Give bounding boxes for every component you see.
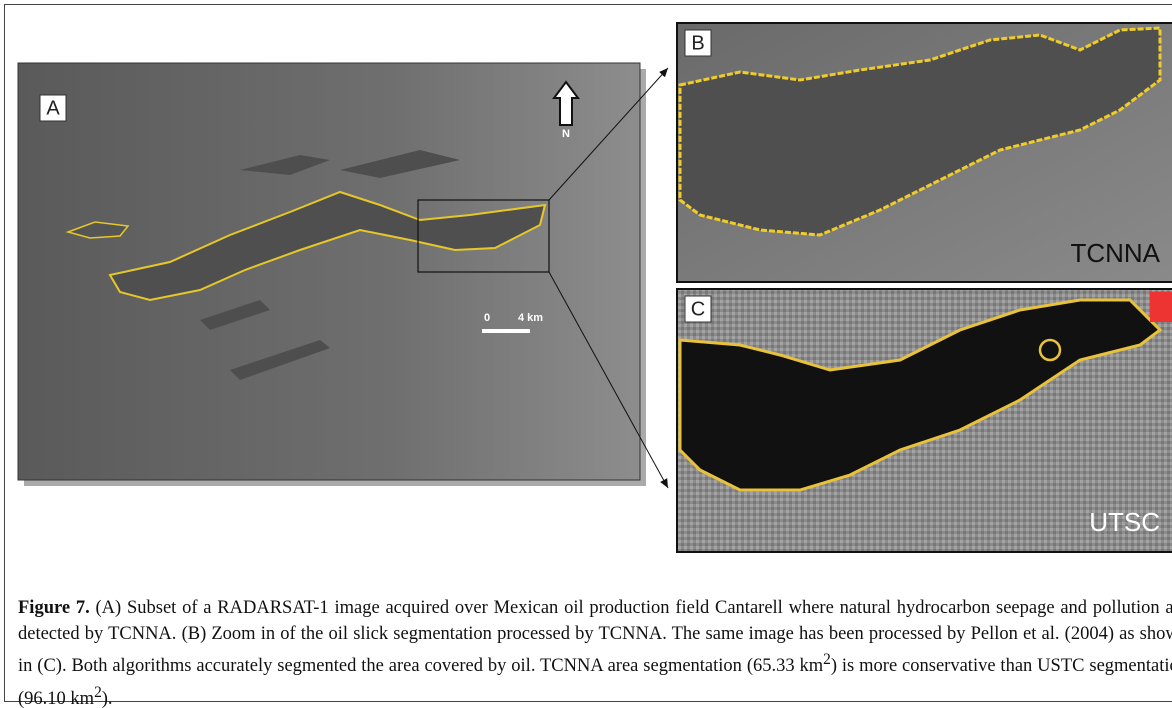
red-marker xyxy=(1150,292,1172,322)
superscript: 2 xyxy=(823,651,831,668)
superscript: 2 xyxy=(94,684,102,701)
north-label: N xyxy=(562,128,570,140)
scale-bar xyxy=(482,329,530,333)
caption-label: Figure 7. xyxy=(18,598,90,618)
panel-a: A N 0 4 km xyxy=(18,63,646,486)
method-label: TCNNA xyxy=(1070,238,1160,268)
caption-text: ). xyxy=(102,689,113,708)
panel-label: B xyxy=(691,32,704,54)
panel-label: C xyxy=(691,298,705,320)
panel-c: C UTSC xyxy=(677,289,1172,552)
figure-panels: A N 0 4 km B TCNNA C UTSC xyxy=(0,0,1172,590)
figure-page: A N 0 4 km B TCNNA C UTSC Figure 7. (A) … xyxy=(0,0,1172,708)
scale-end: 4 km xyxy=(518,312,543,324)
method-label: UTSC xyxy=(1089,507,1160,537)
panel-b: B TCNNA xyxy=(677,23,1172,282)
panel-label: A xyxy=(46,97,60,119)
caption: Figure 7. (A) Subset of a RADARSAT-1 ima… xyxy=(18,596,1172,708)
scale-start: 0 xyxy=(484,312,490,324)
